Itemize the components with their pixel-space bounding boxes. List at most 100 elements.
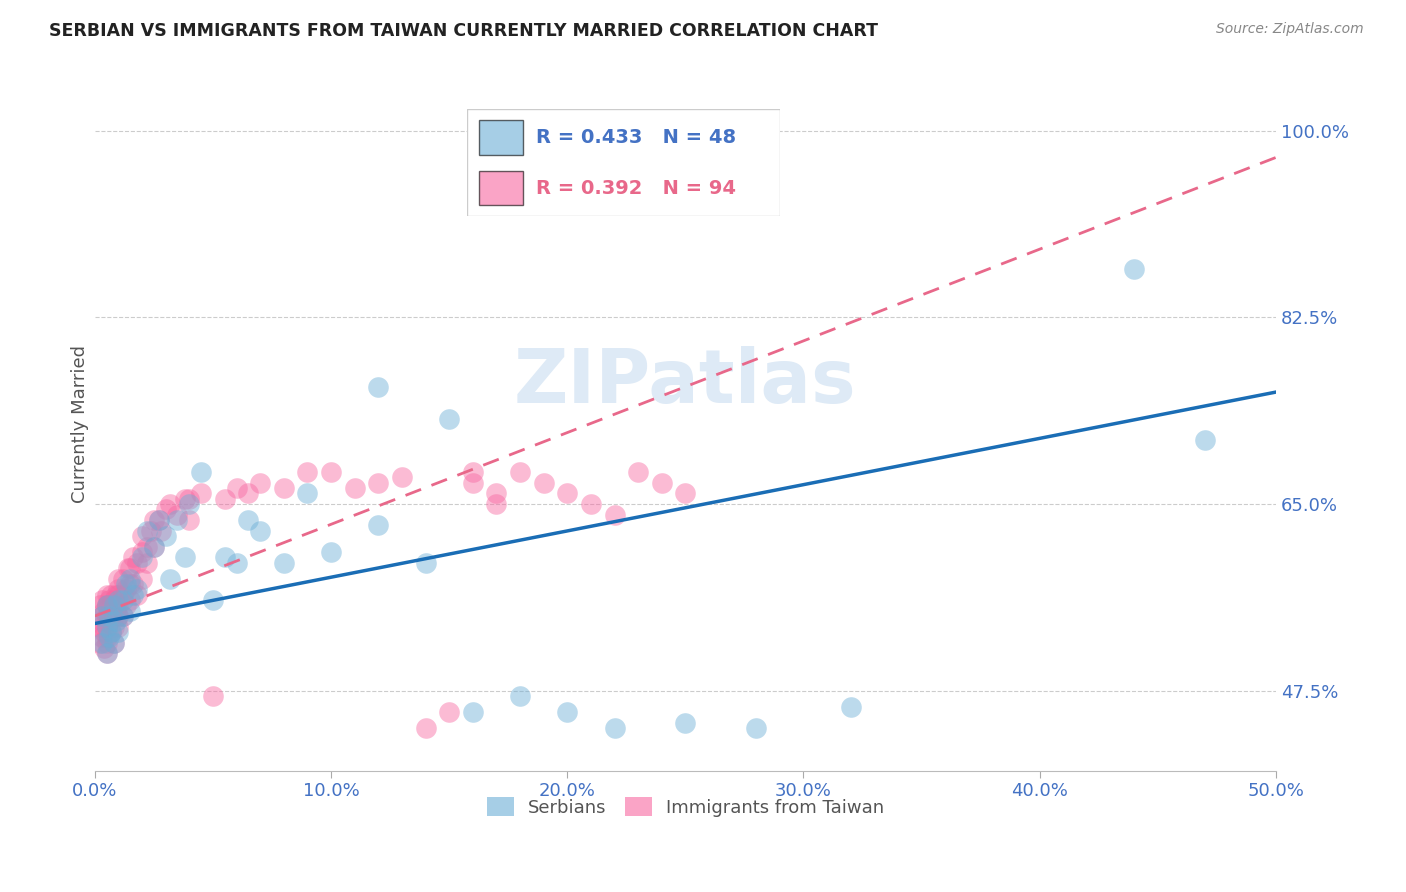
Point [93, 620, 115, 634]
Point [103, 593, 125, 607]
Point [89, 636, 111, 650]
Point [107, 572, 129, 586]
Point [112, 593, 135, 607]
Point [225, 556, 247, 570]
Point [179, 491, 201, 506]
Point [367, 380, 389, 394]
Point [555, 486, 578, 500]
Point [117, 561, 139, 575]
Point [96, 636, 118, 650]
Point [90, 593, 112, 607]
Point [96, 599, 118, 613]
Point [114, 599, 136, 613]
Point [166, 513, 188, 527]
Point [121, 577, 143, 591]
Point [437, 411, 460, 425]
Point [120, 604, 142, 618]
Point [107, 609, 129, 624]
Point [214, 491, 236, 506]
Point [485, 497, 508, 511]
Point [142, 540, 165, 554]
Point [98, 609, 121, 624]
Point [173, 550, 195, 565]
Point [273, 481, 295, 495]
Point [225, 481, 247, 495]
Point [297, 465, 319, 479]
Point [93, 641, 115, 656]
Point [509, 689, 531, 703]
Point [120, 577, 142, 591]
Point [98, 599, 121, 613]
Point [214, 550, 236, 565]
Point [343, 481, 366, 495]
Point [96, 646, 118, 660]
Point [100, 609, 122, 624]
Point [89, 599, 111, 613]
Point [93, 604, 115, 618]
Point [100, 625, 122, 640]
Point [319, 545, 342, 559]
Point [142, 513, 165, 527]
Point [603, 508, 626, 522]
Point [437, 705, 460, 719]
Point [98, 593, 121, 607]
Point [142, 540, 165, 554]
Point [127, 588, 149, 602]
Point [509, 465, 531, 479]
Point [155, 502, 177, 516]
Point [461, 465, 484, 479]
Point [555, 705, 578, 719]
Point [98, 631, 121, 645]
Point [673, 486, 696, 500]
Point [273, 556, 295, 570]
Point [166, 508, 188, 522]
Point [391, 470, 413, 484]
Point [131, 545, 153, 559]
Point [105, 615, 128, 629]
Point [651, 475, 673, 490]
Point [107, 609, 129, 624]
Point [135, 540, 157, 554]
Point [135, 524, 157, 538]
Point [415, 556, 437, 570]
Point [745, 721, 768, 735]
Point [461, 705, 484, 719]
Point [107, 582, 129, 597]
Point [485, 486, 508, 500]
Point [461, 475, 484, 490]
Point [190, 465, 212, 479]
Point [148, 513, 170, 527]
Point [100, 625, 122, 640]
Point [155, 529, 177, 543]
Point [131, 529, 153, 543]
Point [415, 721, 437, 735]
Point [148, 513, 170, 527]
Point [96, 620, 118, 634]
Point [238, 486, 260, 500]
Point [96, 609, 118, 624]
Point [96, 599, 118, 613]
Text: ZIPatlas: ZIPatlas [515, 346, 856, 419]
Y-axis label: Currently Married: Currently Married [72, 345, 89, 503]
Point [107, 625, 129, 640]
Point [179, 513, 201, 527]
Point [673, 715, 696, 730]
Point [135, 556, 157, 570]
Point [201, 593, 224, 607]
Point [107, 620, 129, 634]
Point [627, 465, 650, 479]
Point [367, 475, 389, 490]
Point [131, 572, 153, 586]
Point [249, 475, 271, 490]
Point [103, 636, 125, 650]
Point [159, 497, 181, 511]
Point [603, 721, 626, 735]
Point [238, 513, 260, 527]
Point [96, 588, 118, 602]
Point [127, 556, 149, 570]
Point [179, 497, 201, 511]
Point [159, 572, 181, 586]
Point [105, 604, 128, 618]
Point [90, 615, 112, 629]
Point [103, 620, 125, 634]
